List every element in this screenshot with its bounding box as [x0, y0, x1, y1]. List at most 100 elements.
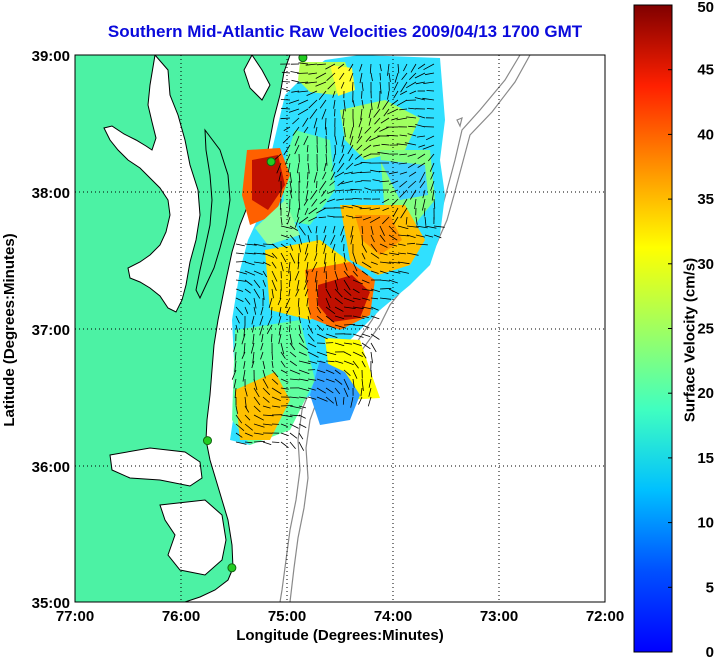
velocity-arrow	[250, 342, 255, 354]
velocity-arrow	[406, 242, 416, 245]
velocity-arrow	[242, 369, 246, 382]
velocity-arrow	[419, 180, 426, 189]
velocity-arrow	[315, 279, 318, 292]
velocity-arrow	[343, 351, 352, 356]
velocity-arrow	[424, 72, 435, 76]
velocity-arrow	[430, 180, 435, 191]
velocity-arrow	[235, 441, 247, 445]
velocity-arrow	[397, 252, 406, 255]
velocity-arrow	[370, 270, 379, 274]
velocity-arrow	[235, 432, 243, 438]
velocity-arrow	[379, 279, 390, 282]
velocity-arrow	[270, 306, 273, 316]
velocity-arrow	[352, 288, 360, 294]
velocity-arrow	[358, 126, 363, 139]
velocity-arrow	[398, 162, 408, 165]
velocity-arrow	[424, 225, 437, 229]
velocity-arrow	[397, 225, 409, 230]
velocity-arrow	[386, 134, 399, 137]
velocity-arrow	[422, 198, 426, 211]
velocity-arrow	[388, 270, 401, 274]
velocity-arrow	[335, 189, 345, 192]
velocity-arrow	[307, 351, 319, 358]
velocity-arrow	[370, 288, 381, 293]
velocity-arrow	[409, 72, 417, 80]
velocity-arrow	[333, 99, 336, 109]
velocity-arrow	[362, 216, 372, 221]
velocity-arrow	[369, 216, 381, 224]
velocity-arrow	[360, 108, 363, 120]
velocity-arrow	[401, 72, 408, 80]
velocity-arrow	[381, 143, 390, 146]
velocity-arrow	[298, 360, 311, 365]
velocity-arrow	[354, 153, 363, 160]
radar-stations	[203, 55, 308, 573]
velocity-arrow	[289, 414, 301, 417]
velocity-arrow	[281, 71, 291, 74]
velocity-arrow	[288, 99, 300, 104]
velocity-arrow	[352, 315, 365, 319]
velocity-arrow	[280, 423, 288, 427]
velocity-arrow	[267, 315, 273, 327]
radar-station-marker	[203, 436, 212, 446]
velocity-arrow	[342, 205, 354, 209]
velocity-arrow	[323, 225, 327, 234]
velocity-arrow	[341, 180, 354, 185]
velocity-arrow	[289, 324, 291, 333]
velocity-arrow	[370, 99, 373, 110]
velocity-arrow	[316, 369, 326, 374]
velocity-arrow	[244, 441, 253, 444]
velocity-arrow	[337, 63, 345, 69]
velocity-arrow	[253, 405, 261, 413]
velocity-arrow	[262, 441, 272, 445]
y-axis: 39:00 38:00 37:00 36:00 35:00 Latitude (…	[1, 48, 70, 612]
pamlico-sound	[159, 499, 227, 576]
velocity-arrow	[422, 189, 426, 199]
x-axis: 77:00 76:00 75:00 74:00 73:00 72:00 Long…	[56, 608, 624, 644]
velocity-arrow	[262, 261, 271, 266]
velocity-arrow	[244, 405, 250, 413]
velocity-arrow	[393, 216, 399, 225]
velocity-arrow	[325, 387, 334, 394]
velocity-arrow	[298, 441, 305, 451]
velocity-arrow	[379, 270, 389, 275]
velocity-arrow	[244, 432, 253, 437]
velocity-arrow	[297, 81, 309, 84]
velocity-arrow	[407, 180, 417, 189]
velocity-arrow	[422, 144, 435, 150]
velocity-arrow	[431, 189, 435, 201]
velocity-arrow	[289, 360, 298, 367]
velocity-arrow	[352, 252, 357, 265]
velocity-arrow	[423, 81, 435, 84]
velocity-arrow	[339, 72, 345, 80]
velocity-arrow	[394, 72, 399, 83]
velocity-arrow	[284, 153, 291, 165]
velocity-arrow	[415, 216, 418, 225]
velocity-arrow	[289, 171, 292, 183]
velocity-arrow	[325, 270, 328, 280]
velocity-arrow	[361, 252, 366, 260]
velocity-arrow	[369, 207, 381, 211]
velocity-arrow	[262, 270, 268, 278]
velocity-arrow	[271, 441, 280, 443]
velocity-arrow	[409, 90, 417, 95]
velocity-arrow	[253, 252, 266, 255]
velocity-arrow	[388, 171, 399, 175]
colorbar-tick-label: 25	[697, 321, 714, 338]
velocity-arrow	[426, 108, 435, 110]
velocity-arrow	[354, 180, 363, 183]
velocity-arrow	[408, 107, 417, 110]
velocity-arrow	[259, 324, 264, 336]
velocity-arrow	[379, 81, 382, 94]
velocity-arrow	[289, 189, 293, 199]
velocity-arrow	[325, 153, 328, 166]
velocity-arrow	[262, 396, 270, 403]
velocity-arrow	[334, 297, 343, 305]
velocity-arrow	[314, 252, 318, 261]
albemarle-sound	[109, 447, 203, 487]
velocity-arrow	[415, 243, 428, 246]
velocity-arrow	[342, 108, 345, 119]
x-tick-label: 75:00	[268, 608, 306, 625]
velocity-arrow	[280, 441, 289, 449]
velocity-arrow	[361, 333, 371, 337]
